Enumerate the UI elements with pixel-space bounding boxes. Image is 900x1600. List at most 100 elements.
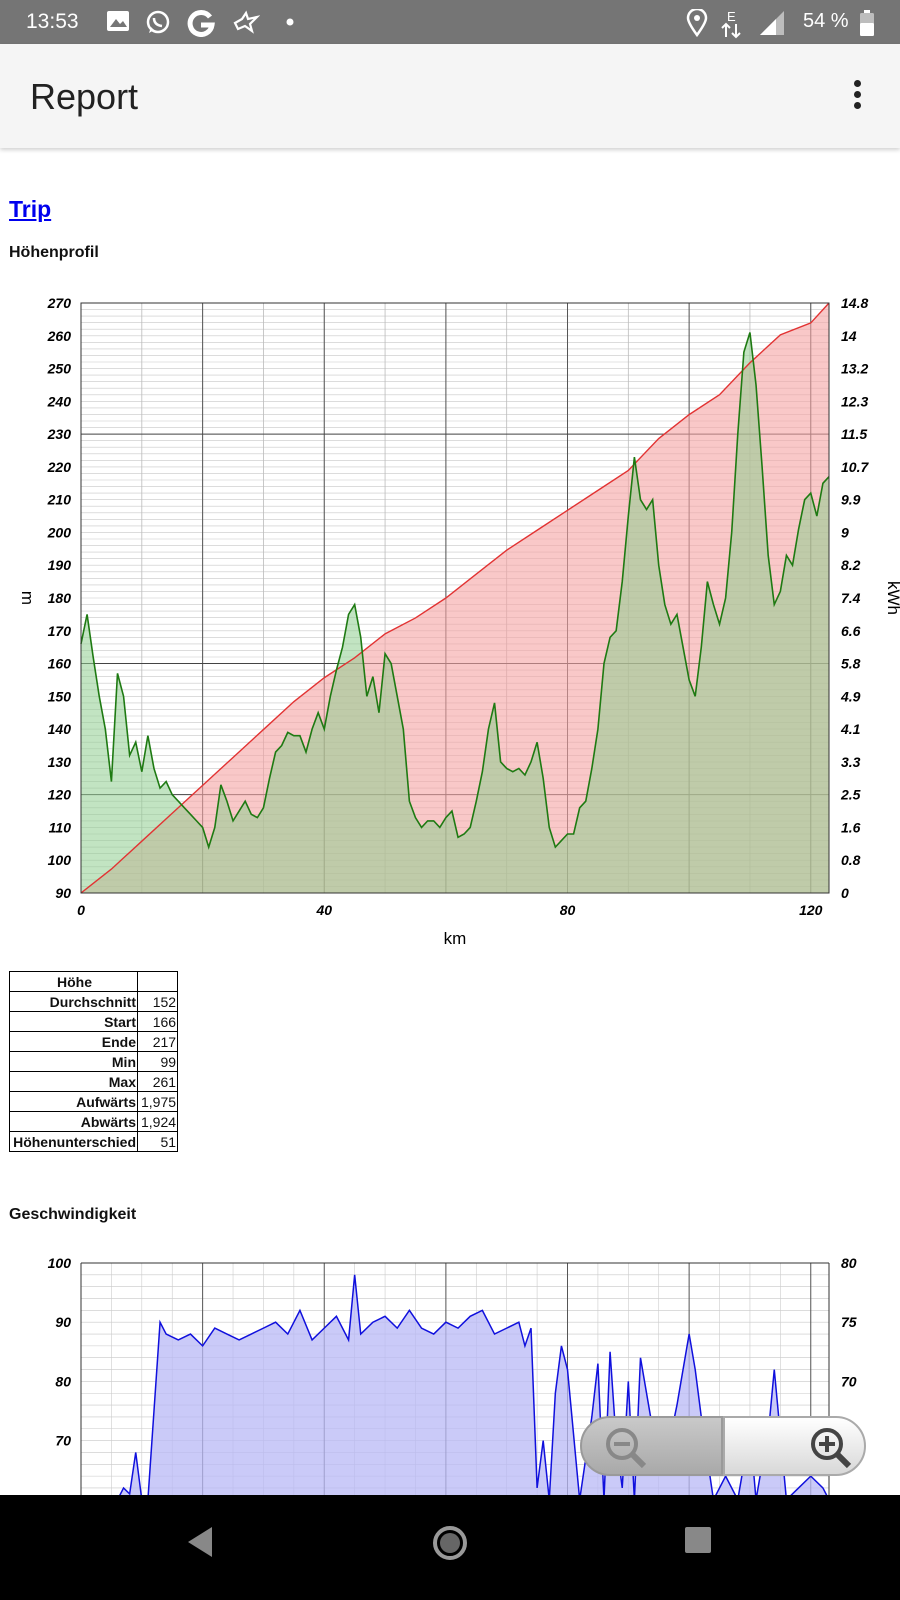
- stat-value: 1,924: [138, 1112, 178, 1132]
- table-row: Abwärts 1,924: [10, 1112, 178, 1132]
- y2-tick-label: 9.9: [841, 492, 861, 508]
- y2-tick-label: 80: [841, 1255, 857, 1271]
- table-row: Aufwärts 1,975: [10, 1092, 178, 1112]
- y-tick-label: 160: [48, 656, 72, 672]
- table-row: Durchschnitt 152: [10, 992, 178, 1012]
- x-tick-label: 120: [799, 902, 823, 918]
- elevation-stats-table: Höhe Durchschnitt 152 Start 166 Ende 217 Mi…: [9, 971, 178, 1152]
- zoom-control: [580, 1416, 866, 1476]
- y2-tick-label: 13.2: [841, 361, 868, 377]
- y-tick-label: 260: [47, 328, 72, 344]
- y-tick-label: 200: [47, 524, 72, 540]
- stat-value: 217: [138, 1032, 178, 1052]
- app-bar: Report: [0, 44, 900, 148]
- zoom-in-button[interactable]: [723, 1416, 866, 1476]
- y2-tick-label: 0: [841, 885, 849, 901]
- x-tick-label: 40: [315, 902, 332, 918]
- y2-tick-label: 0.8: [841, 852, 861, 868]
- battery-icon: [859, 9, 875, 37]
- y-tick-label: 210: [47, 492, 72, 508]
- y2-tick-label: 10.7: [841, 459, 869, 475]
- speed-section-title: Geschwindigkeit: [9, 1206, 136, 1224]
- trip-link[interactable]: Trip: [9, 196, 51, 223]
- stat-label: Min: [10, 1052, 138, 1072]
- battery-percent: 54 %: [803, 10, 849, 33]
- status-time: 13:53: [26, 10, 79, 34]
- location-icon: [686, 9, 708, 37]
- google-icon: [186, 9, 216, 37]
- y2-tick-label: 5.8: [841, 656, 861, 672]
- y2-tick-label: 70: [841, 1373, 857, 1389]
- y2-tick-label: 4.1: [840, 721, 861, 737]
- image-icon: [106, 9, 130, 33]
- y-tick-label: 90: [55, 1314, 71, 1330]
- y2-tick-label: 9: [841, 524, 849, 540]
- page-title: Report: [30, 76, 138, 118]
- stat-label: Höhenunterschied: [10, 1132, 138, 1152]
- y2-tick-label: 8.2: [841, 557, 861, 573]
- y-tick-label: 100: [48, 1255, 72, 1271]
- stat-label: Abwärts: [10, 1112, 138, 1132]
- y-tick-label: 150: [48, 688, 72, 704]
- y-tick-label: 170: [48, 623, 72, 639]
- y-tick-label: 70: [55, 1433, 71, 1449]
- x-tick-label: 80: [560, 902, 576, 918]
- y-tick-label: 100: [48, 852, 72, 868]
- y2-tick-label: 6.6: [841, 623, 861, 639]
- y2-tick-label: 2.5: [840, 787, 861, 803]
- stat-value: 261: [138, 1072, 178, 1092]
- table-row: Höhenunterschied 51: [10, 1132, 178, 1152]
- stats-header: Höhe: [10, 972, 138, 992]
- recents-icon[interactable]: [683, 1525, 713, 1555]
- stat-label: Durchschnitt: [10, 992, 138, 1012]
- stat-value: 1,975: [138, 1092, 178, 1112]
- stat-value: 152: [138, 992, 178, 1012]
- y-tick-label: 130: [48, 754, 72, 770]
- y2-tick-label: 4.9: [840, 688, 861, 704]
- y2-tick-label: 7.4: [841, 590, 861, 606]
- y2-tick-label: 11.5: [841, 426, 867, 442]
- stat-value: 51: [138, 1132, 178, 1152]
- y2-tick-label: 14.8: [841, 295, 868, 311]
- stat-value: 166: [138, 1012, 178, 1032]
- stat-label: Aufwärts: [10, 1092, 138, 1112]
- navigation-bar: [0, 1495, 900, 1600]
- y-tick-label: 90: [55, 885, 71, 901]
- dot-icon: [285, 9, 295, 35]
- zoom-out-icon: [604, 1426, 648, 1470]
- bird-icon: [232, 9, 260, 35]
- stat-label: Ende: [10, 1032, 138, 1052]
- x-tick-label: 0: [77, 902, 85, 918]
- stat-value: 99: [138, 1052, 178, 1072]
- y-tick-label: 220: [47, 459, 72, 475]
- whatsapp-icon: [145, 9, 171, 35]
- y2-axis-label: kWh: [884, 581, 900, 615]
- y-axis-label: m: [18, 591, 37, 605]
- table-row: Min 99: [10, 1052, 178, 1072]
- y-tick-label: 270: [47, 295, 72, 311]
- home-icon[interactable]: [432, 1525, 468, 1561]
- zoom-out-button[interactable]: [580, 1416, 723, 1476]
- x-axis-label: km: [444, 929, 467, 948]
- y2-tick-label: 12.3: [841, 393, 868, 409]
- y-tick-label: 240: [47, 393, 72, 409]
- y2-tick-label: 14: [841, 328, 857, 344]
- y2-tick-label: 3.3: [841, 754, 861, 770]
- signal-icon: [758, 9, 786, 37]
- stat-label: Max: [10, 1072, 138, 1092]
- table-row: Ende 217: [10, 1032, 178, 1052]
- zoom-in-icon: [809, 1426, 853, 1470]
- y-tick-label: 190: [48, 557, 72, 573]
- y2-tick-label: 1.6: [841, 819, 861, 835]
- table-row: Start 166: [10, 1012, 178, 1032]
- back-icon[interactable]: [186, 1525, 216, 1559]
- y-tick-label: 120: [48, 787, 72, 803]
- y-tick-label: 180: [48, 590, 72, 606]
- y-tick-label: 80: [55, 1373, 71, 1389]
- overflow-menu-icon[interactable]: [842, 78, 872, 118]
- y-tick-label: 110: [49, 819, 72, 835]
- y-tick-label: 250: [47, 361, 72, 377]
- svg-text:E: E: [727, 9, 736, 24]
- y2-tick-label: 75: [841, 1314, 857, 1330]
- y-tick-label: 140: [48, 721, 72, 737]
